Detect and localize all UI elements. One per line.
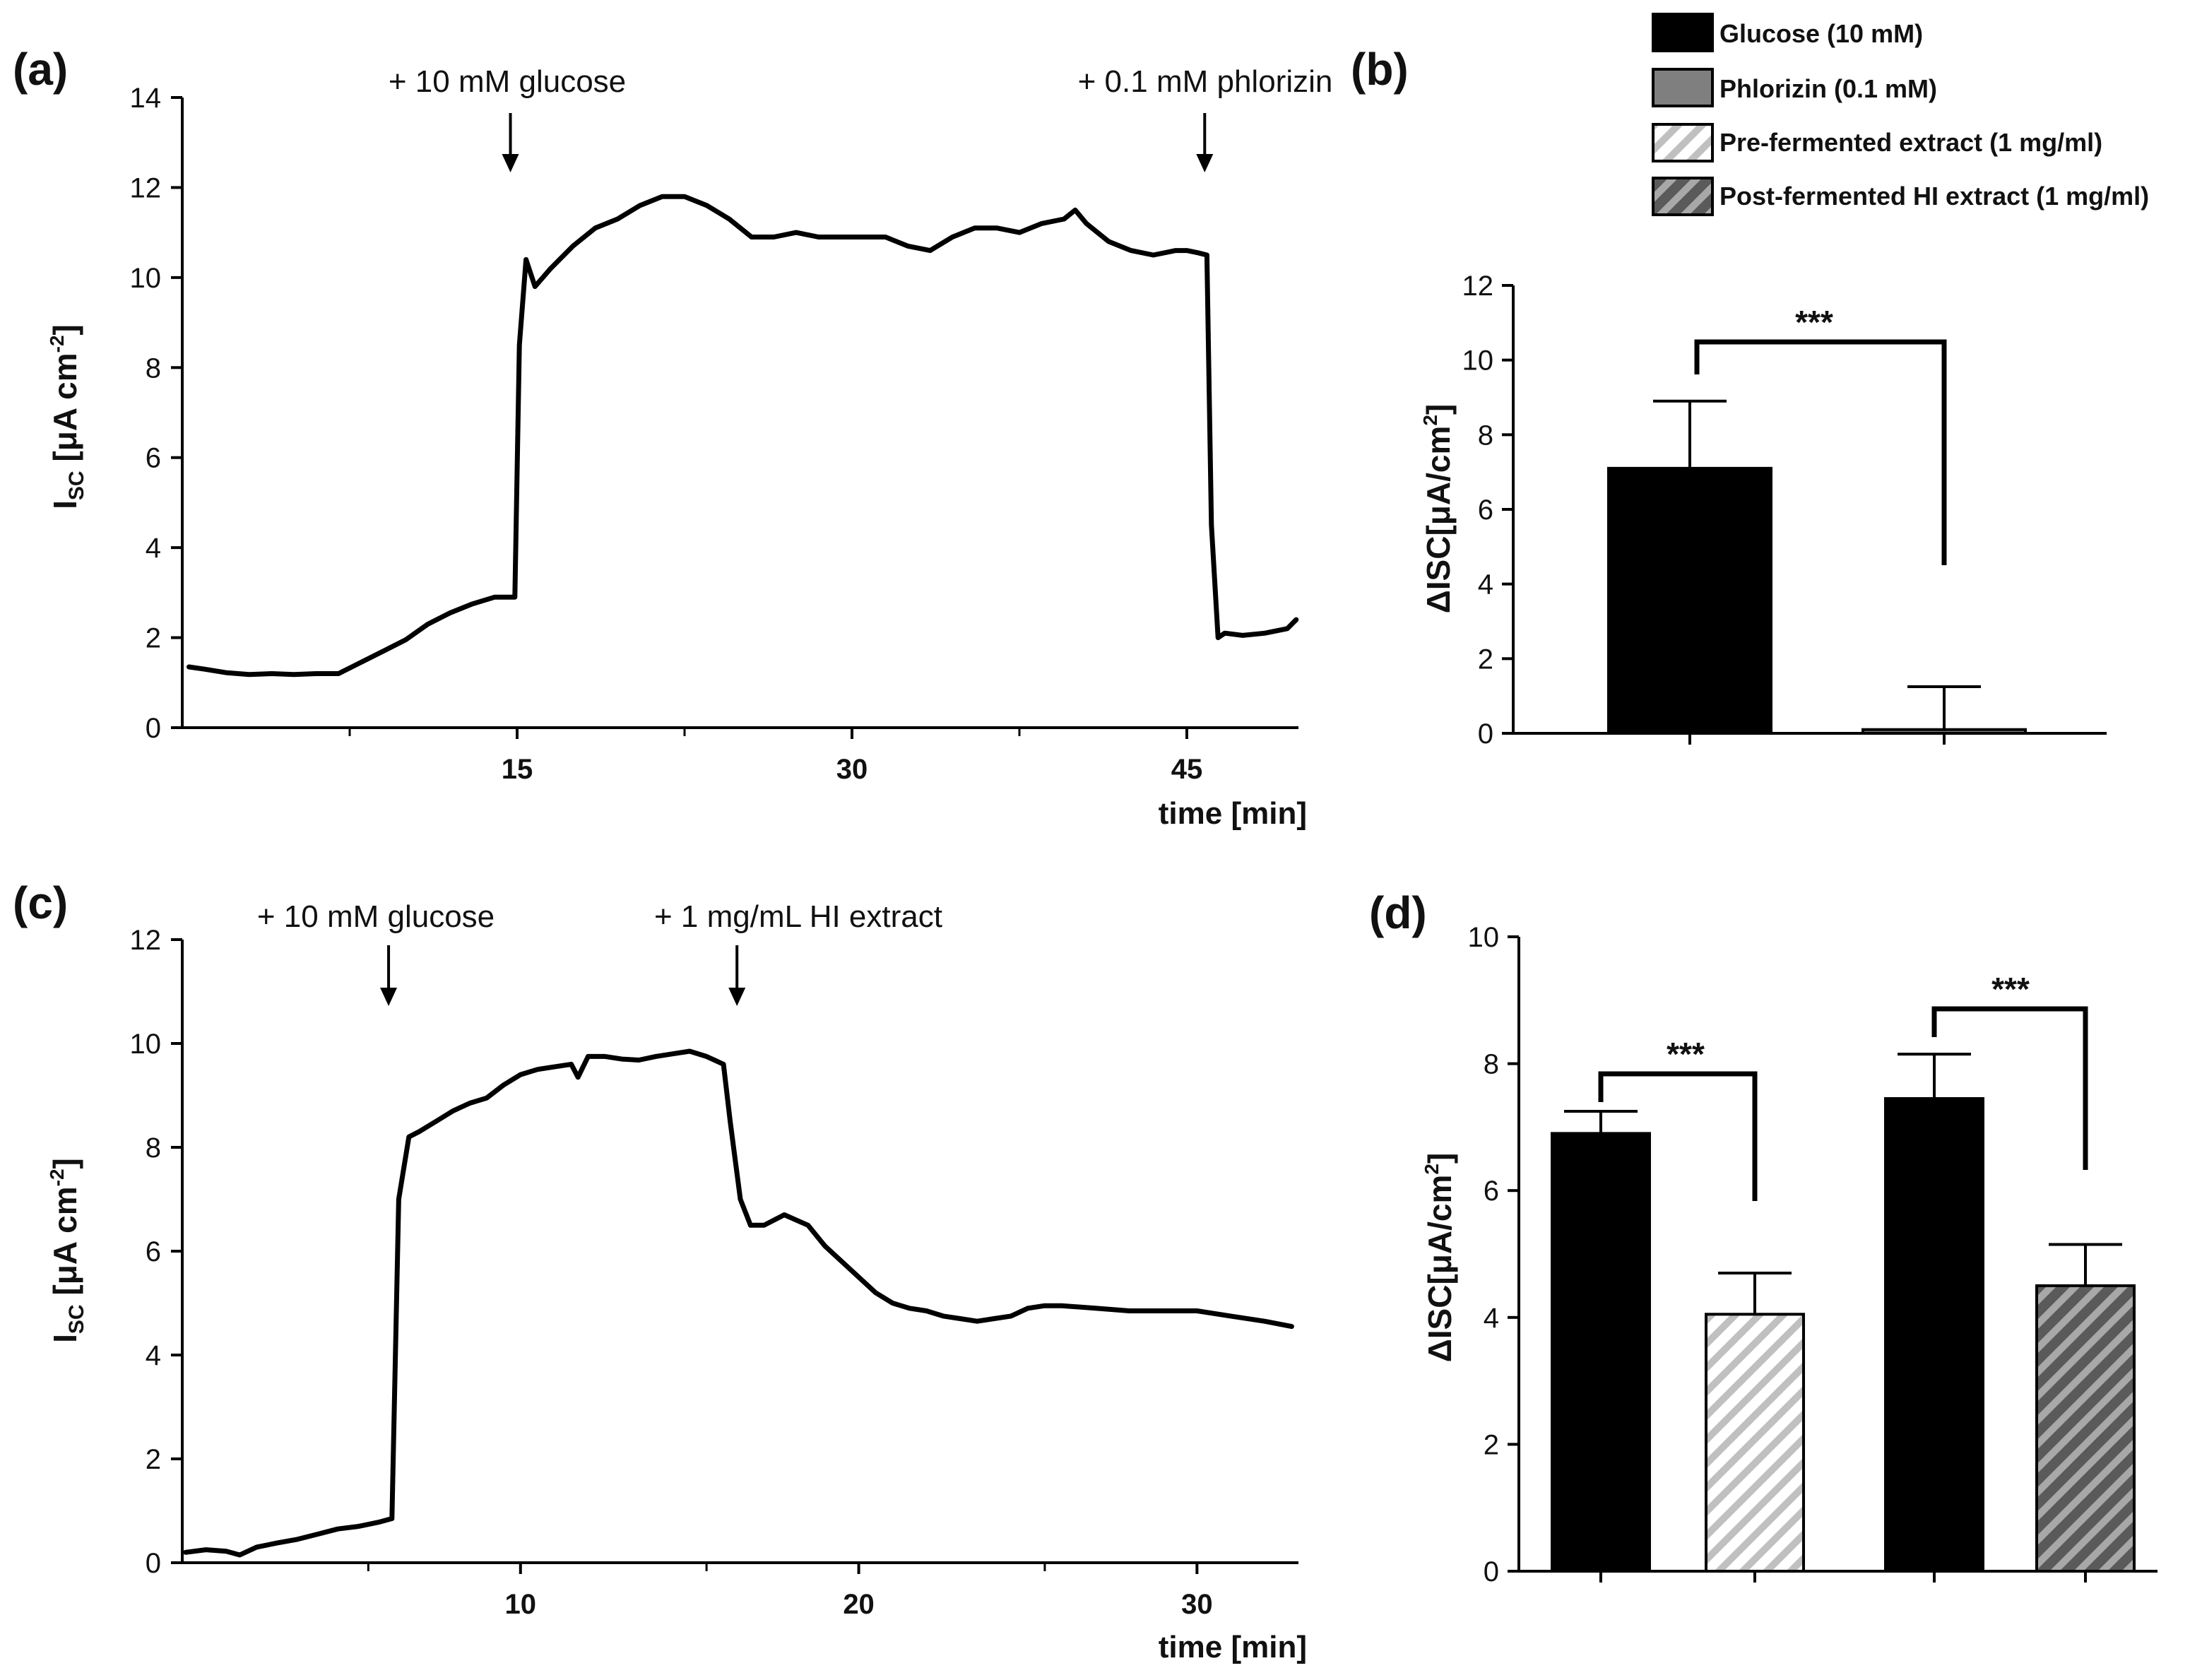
panel-b: (b) 0 2 4 6 8 10 12 *** ΔISC[μA/cm2]: [1351, 44, 2107, 750]
panel-d-y-tick-label: 0: [1484, 1556, 1499, 1587]
panel-a-y-tick-label: 14: [130, 83, 162, 114]
panel-b-y-tick-label: 0: [1478, 718, 1493, 750]
panel-c-y-tick-label: 6: [146, 1236, 161, 1267]
panel-c-y-tick-label: 8: [146, 1132, 161, 1164]
panel-a-y-tick-label: 2: [146, 623, 161, 654]
panel-d-significance-bracket: [1598, 1071, 1758, 1201]
panel-a-annotation-glucose: + 10 mM glucose: [389, 64, 626, 99]
panel-b-y-tick-label: 8: [1478, 420, 1493, 451]
legend-label-glucose: Glucose (10 mM): [1719, 19, 1923, 48]
panel-a-y-tick-label: 12: [130, 172, 162, 203]
panel-a-arrow-head-1: [1196, 154, 1214, 172]
panel-d-significance-bracket: [1931, 1006, 2088, 1170]
panel-b-ylabel: ΔISC[μA/cm2]: [1419, 404, 1457, 614]
panel-b-y-tick-label: 4: [1478, 569, 1493, 601]
panel-d-y-tick-label: 8: [1484, 1049, 1499, 1080]
panel-a-y-tick-label: 8: [146, 353, 161, 384]
panel-d-y-tick-label: 4: [1484, 1303, 1499, 1334]
panel-a-label: (a): [13, 44, 68, 95]
panel-c-annotation-glucose: + 10 mM glucose: [257, 899, 495, 934]
panel-d-bar: [1884, 1096, 1984, 1573]
panel-d-y-tick-label: 6: [1484, 1176, 1499, 1207]
panel-a: (a) 0 2 4 6 8 10 12 14 15 30 45 time [min] ISC [μA…: [13, 44, 1332, 831]
panel-a-y-tick-label: 4: [146, 533, 161, 564]
panel-b-label: (b): [1351, 44, 1409, 95]
panel-c-annotation-extract: + 1 mg/mL HI extract: [654, 899, 942, 934]
legend: Glucose (10 mM) Phlorizin (0.1 mM) Pre-f…: [1652, 13, 2149, 216]
panel-c-arrow-head-0: [380, 988, 398, 1006]
panel-d-significance-label: ***: [1991, 971, 2030, 1007]
panel-a-y-tick-label: 10: [130, 263, 162, 294]
panel-c-label: (c): [13, 877, 68, 928]
panel-d: (d) 0 2 4 6 8 10 *** *** ΔISC[μA/cm2]: [1369, 887, 2157, 1587]
panel-c-plot: 0 2 4 6 8 10 12 10 20 30: [130, 925, 1298, 1620]
panel-d-bar: [1705, 1313, 1805, 1573]
panel-a-x-tick-label: 30: [836, 754, 868, 785]
panel-c-y-tick-label: 10: [130, 1029, 162, 1060]
panel-b-bar: [1607, 466, 1772, 735]
panel-c-y-tick-label: 12: [130, 925, 162, 956]
panel-a-ylabel: ISC [μA cm-2]: [46, 324, 88, 509]
panel-a-x-tick-label: 15: [502, 754, 533, 785]
panel-b-significance-bracket: [1694, 339, 1947, 565]
panel-d-y-tick-label: 2: [1484, 1429, 1499, 1460]
panel-a-y-tick-label: 0: [146, 713, 161, 744]
panel-b-y-tick-label: 2: [1478, 644, 1493, 675]
panel-d-ylabel: ΔISC[μA/cm2]: [1421, 1153, 1458, 1363]
panel-b-significance-label: ***: [1795, 304, 1833, 341]
panel-c-y-tick-label: 4: [146, 1340, 161, 1371]
panel-c-series-line: [183, 1048, 1294, 1558]
panel-c-y-tick-label: 2: [146, 1444, 161, 1475]
panel-a-series-line: [187, 194, 1299, 678]
legend-swatch-pre-fermented: [1652, 123, 1714, 162]
panel-c-xlabel: time [min]: [1159, 1630, 1307, 1664]
panel-b-y-tick-label: 10: [1462, 345, 1494, 377]
legend-swatch-phlorizin: [1652, 68, 1714, 107]
legend-swatch-post-fermented: [1652, 177, 1714, 216]
panel-a-xlabel: time [min]: [1159, 796, 1307, 831]
panel-b-y-tick-label: 12: [1462, 271, 1494, 302]
panel-d-y-tick-label: 10: [1468, 922, 1500, 953]
panel-a-plot: 0 2 4 6 8 10 12 14 15 30 45: [130, 83, 1299, 785]
panel-c: (c) 0 2 4 6 8 10 12 10 20 30 time [min] ISC [μA c…: [13, 877, 1307, 1664]
panel-d-bar: [1551, 1132, 1651, 1573]
legend-label-pre-fermented: Pre-fermented extract (1 mg/ml): [1719, 128, 2102, 157]
panel-c-x-tick-label: 20: [843, 1589, 875, 1620]
legend-label-post-fermented: Post-fermented HI extract (1 mg/ml): [1719, 182, 2149, 211]
panel-a-arrow-head-0: [502, 154, 519, 172]
panel-b-bar: [1861, 728, 2027, 735]
panel-c-arrow-head-1: [728, 988, 746, 1006]
panel-d-bar: [2035, 1284, 2136, 1573]
panel-c-y-tick-label: 0: [146, 1548, 161, 1579]
panel-c-x-tick-label: 30: [1181, 1589, 1213, 1620]
panel-d-significance-label: ***: [1667, 1036, 1705, 1072]
panel-c-x-tick-label: 10: [505, 1589, 537, 1620]
panel-d-plot: 0 2 4 6 8 10 *** ***: [1468, 922, 2157, 1587]
panel-d-label: (d): [1369, 887, 1427, 938]
legend-swatch-glucose: [1652, 13, 1714, 52]
panel-a-x-tick-label: 45: [1171, 754, 1203, 785]
legend-label-phlorizin: Phlorizin (0.1 mM): [1719, 74, 1937, 103]
panel-b-y-tick-label: 6: [1478, 495, 1493, 526]
panel-b-plot: 0 2 4 6 8 10 12 ***: [1462, 271, 2107, 750]
panel-c-ylabel: ISC [μA cm-2]: [46, 1158, 88, 1343]
panel-a-annotation-phlorizin: + 0.1 mM phlorizin: [1078, 64, 1333, 99]
panel-a-y-tick-label: 6: [146, 443, 161, 474]
